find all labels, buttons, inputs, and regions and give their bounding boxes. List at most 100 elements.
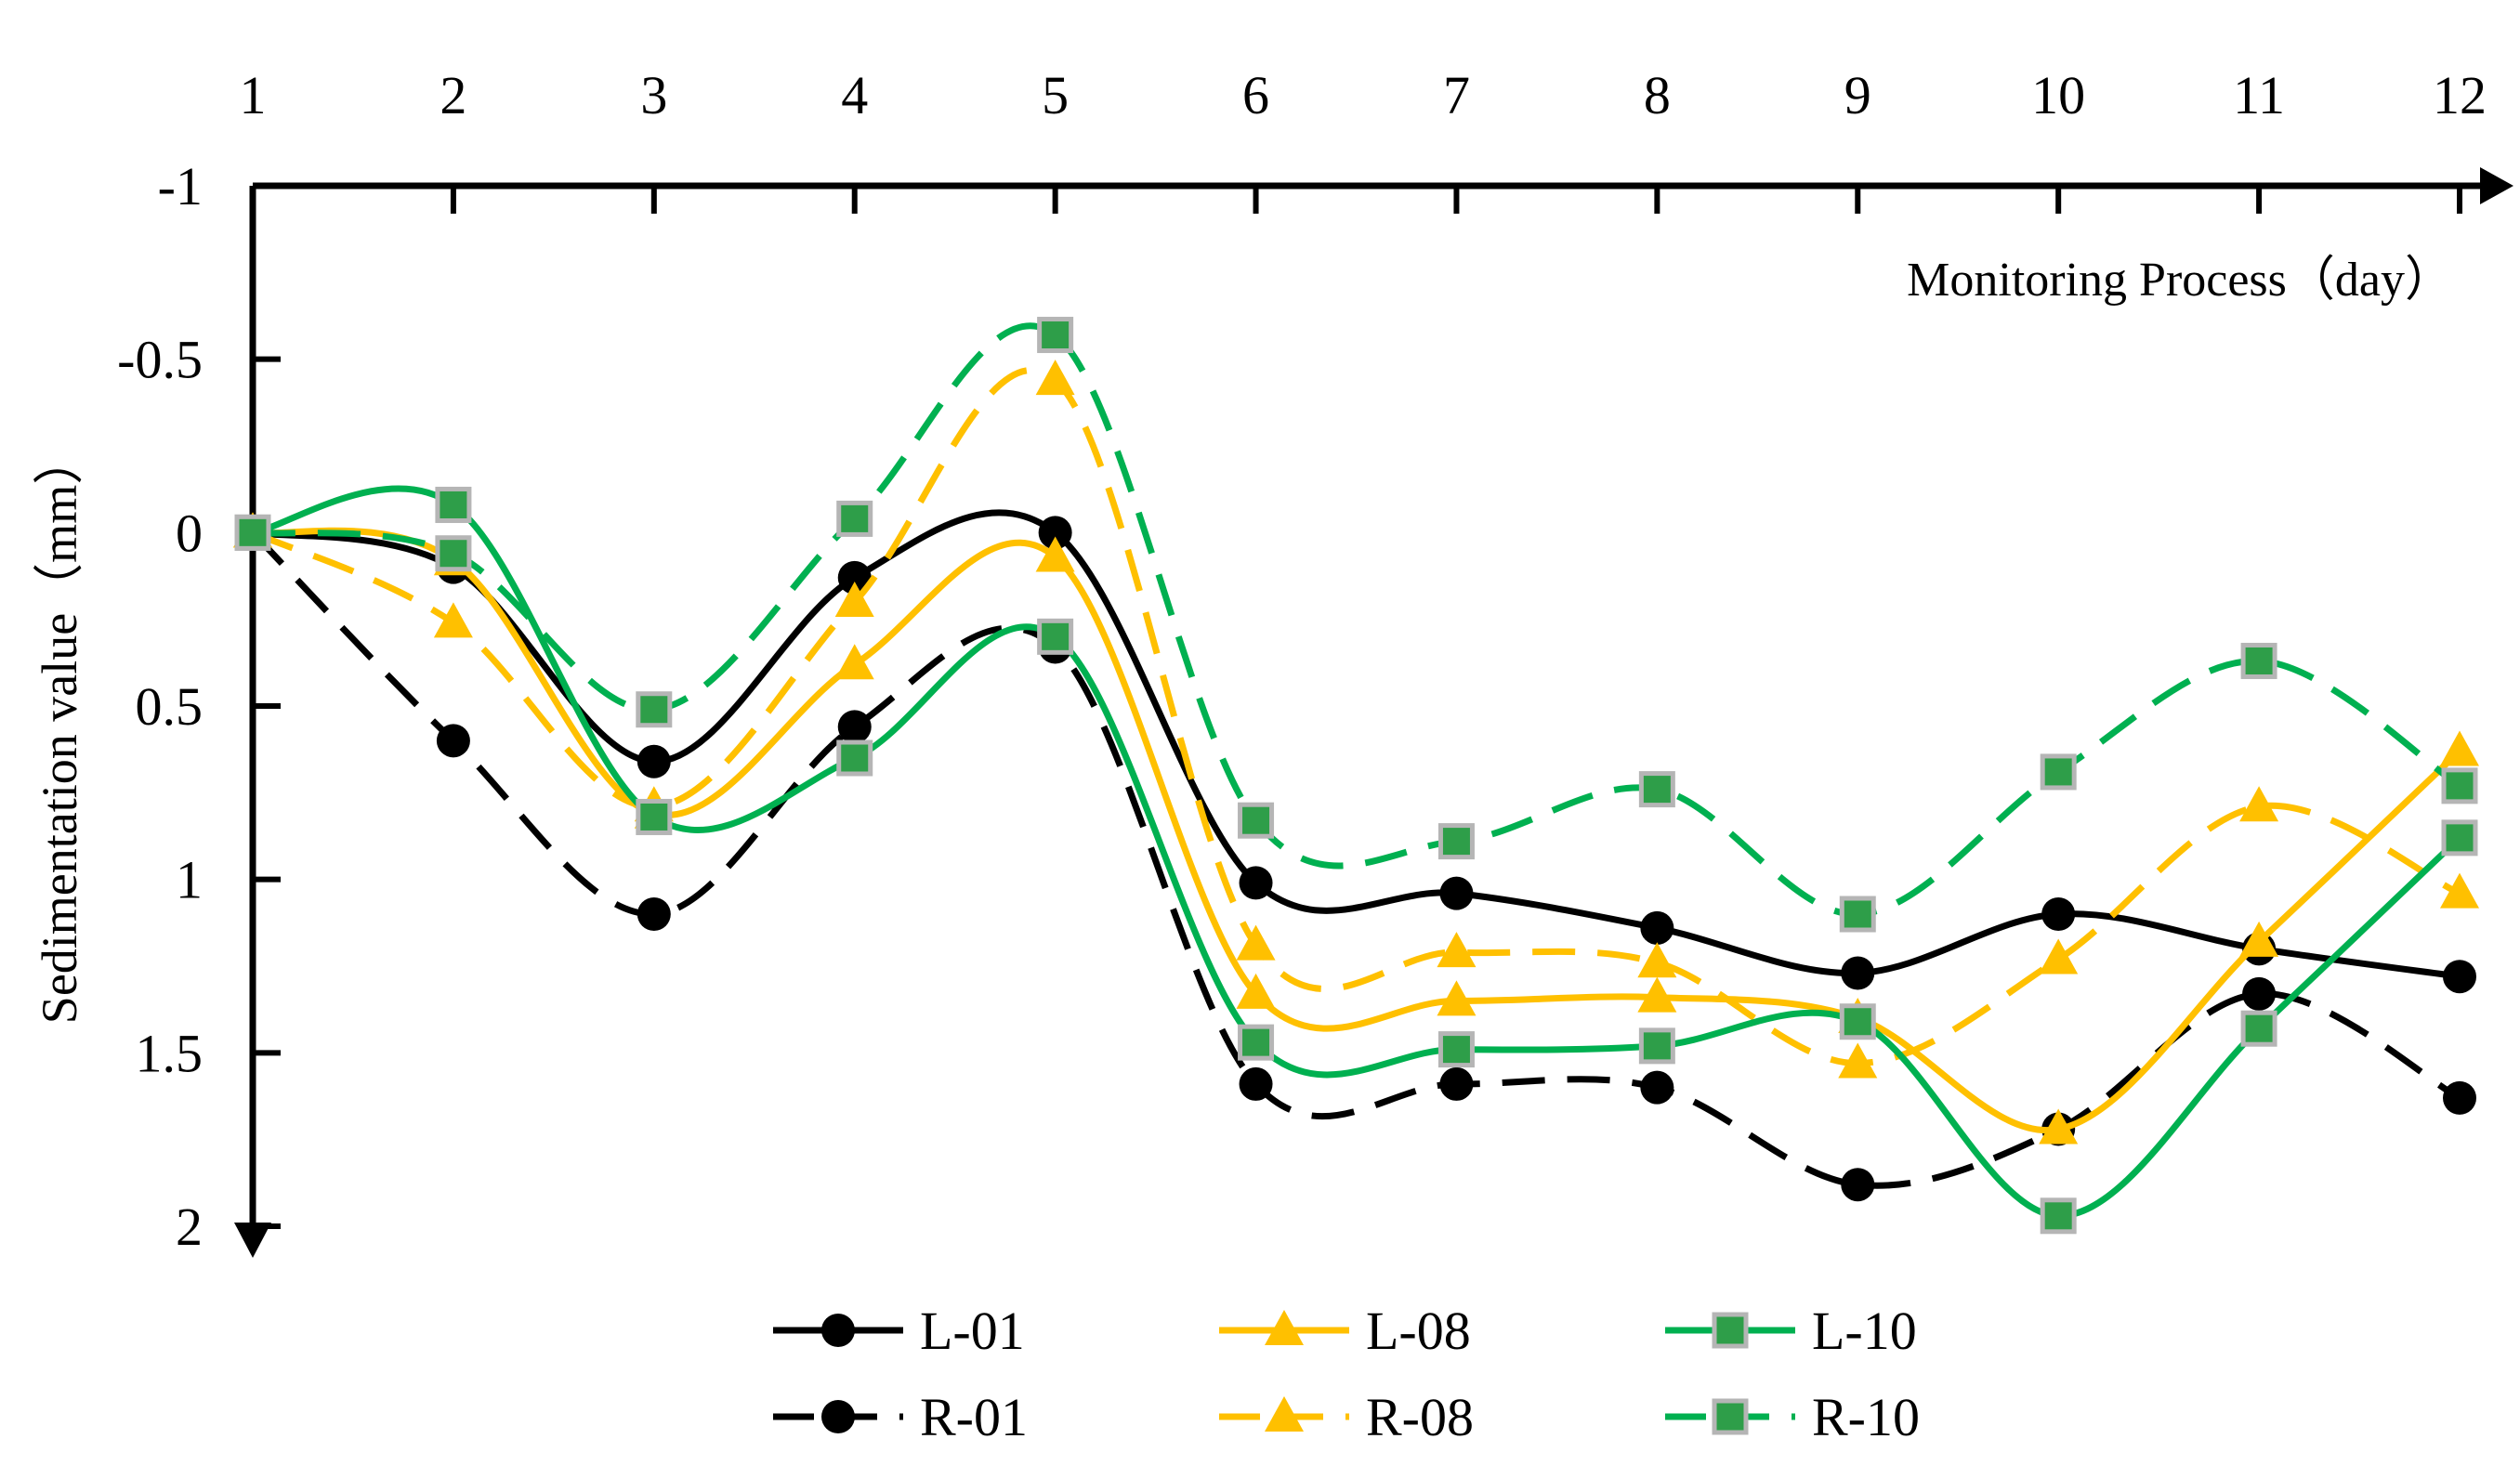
legend-label-l-10: L-10 (1812, 1301, 1917, 1361)
x-tick-label: 3 (640, 65, 667, 125)
series-l-10 (234, 485, 2478, 1235)
series-line-l-10 (252, 485, 2462, 1220)
data-point-r-01 (436, 724, 470, 758)
data-point-r-01 (1239, 1066, 1273, 1101)
data-point-l-10 (1437, 1031, 1475, 1068)
x-tick-label: 8 (1644, 65, 1671, 125)
data-point-l-08 (1437, 980, 1477, 1016)
x-tick-label: 2 (440, 65, 466, 125)
data-point-r-01 (1640, 1070, 1674, 1105)
data-point-l-10 (636, 798, 673, 835)
data-point-l-10 (1839, 1003, 1876, 1040)
y-axis-label: Sedimentation value（mm） (32, 435, 87, 1024)
y-tick-label: 0.5 (136, 676, 203, 737)
data-point-r-08 (1437, 932, 1477, 968)
series-r-01 (236, 516, 2476, 1202)
data-point-r-08 (2039, 938, 2079, 974)
x-axis-label: Monitoring Process（day） (1907, 254, 2453, 307)
data-point-l-10 (2040, 1197, 2077, 1235)
x-tick-label: 4 (841, 65, 868, 125)
data-point-l-01 (1439, 876, 1474, 910)
series-line-l-08 (252, 527, 2462, 1134)
series-layer (233, 317, 2479, 1235)
data-point-r-08 (2239, 786, 2279, 822)
data-point-l-10 (1037, 618, 1074, 655)
data-point-r-10 (1839, 896, 1876, 933)
x-tick-label: 11 (2233, 65, 2285, 125)
legend-marker-r-01 (821, 1400, 855, 1433)
data-point-l-01 (2443, 960, 2476, 994)
y-tick-label: 1.5 (136, 1023, 203, 1083)
data-point-r-10 (2040, 753, 2077, 791)
legend-item-l-10: L-10 (1665, 1301, 1917, 1361)
legend-item-l-08: L-08 (1219, 1301, 1471, 1361)
data-point-l-10 (2240, 1010, 2277, 1047)
data-point-l-08 (1035, 536, 1075, 572)
data-point-l-01 (837, 560, 872, 595)
data-point-r-01 (1841, 1168, 1875, 1202)
series-l-08 (233, 512, 2479, 1145)
legend-marker-l-10 (1712, 1312, 1749, 1349)
y-tick-label: 1 (176, 850, 203, 910)
data-point-r-08 (2440, 872, 2479, 909)
data-point-l-10 (1238, 1024, 1275, 1061)
series-r-10 (234, 317, 2478, 933)
data-point-l-10 (2441, 819, 2478, 857)
data-point-r-10 (435, 535, 472, 572)
legend-marker-l-01 (821, 1314, 855, 1347)
data-point-r-10 (836, 500, 873, 537)
series-line-r-10 (252, 322, 2461, 918)
data-point-r-08 (834, 582, 874, 617)
data-point-l-10 (836, 739, 873, 777)
x-tick-label: 7 (1443, 65, 1470, 125)
legend-item-r-10: R-10 (1665, 1387, 1920, 1447)
data-point-r-01 (837, 710, 872, 744)
data-point-r-01 (1439, 1066, 1474, 1101)
data-point-l-08 (834, 644, 874, 680)
data-point-l-10 (1638, 1027, 1675, 1065)
data-point-r-10 (2240, 642, 2277, 679)
data-point-l-01 (1239, 866, 1273, 900)
data-point-l-08 (2440, 730, 2479, 766)
data-point-l-08 (2039, 1108, 2079, 1145)
data-point-r-08 (1236, 924, 1276, 961)
y-tick-label: -1 (158, 156, 203, 216)
data-point-l-01 (637, 744, 671, 778)
data-point-r-10 (1037, 317, 1074, 354)
x-tick-label: 9 (1844, 65, 1871, 125)
data-point-r-10 (2441, 767, 2478, 804)
data-point-l-01 (1640, 910, 1674, 945)
data-point-r-08 (1035, 360, 1075, 396)
x-axis: 1 2 3 4 5 6 7 8 9 10 11 12 (240, 65, 2513, 214)
data-point-r-01 (2242, 976, 2277, 1011)
y-tick-label: 0 (176, 503, 203, 563)
legend-label-l-08: L-08 (1366, 1301, 1471, 1361)
data-point-l-08 (2239, 921, 2279, 957)
data-point-r-01 (637, 897, 671, 931)
data-point-r-10 (1238, 802, 1275, 839)
x-axis-arrow-icon (2480, 167, 2513, 204)
x-tick-label: 10 (2031, 65, 2085, 125)
legend-item-r-01: R-01 (773, 1387, 1028, 1447)
y-axis-arrow-icon (234, 1223, 271, 1258)
data-point-r-08 (1637, 942, 1677, 978)
legend-label-r-10: R-10 (1812, 1387, 1920, 1447)
data-point-l-01 (1038, 516, 1072, 550)
x-tick-label: 1 (240, 65, 267, 125)
data-point-l-08 (1236, 973, 1276, 1009)
x-tick-label: 12 (2433, 65, 2487, 125)
legend-marker-r-08 (1265, 1396, 1304, 1432)
legend-marker-r-10 (1712, 1398, 1749, 1435)
data-point-r-10 (636, 691, 673, 728)
data-point-l-08 (1637, 976, 1677, 1013)
legend-item-l-01: L-01 (773, 1301, 1025, 1361)
legend-marker-l-08 (1265, 1310, 1304, 1345)
data-point-r-08 (433, 602, 473, 638)
legend-label-r-01: R-01 (920, 1387, 1028, 1447)
data-point-l-01 (2041, 897, 2076, 931)
x-tick-label: 6 (1242, 65, 1269, 125)
y-tick-label: -0.5 (117, 330, 203, 390)
x-tick-label: 5 (1042, 65, 1069, 125)
legend-label-l-01: L-01 (920, 1301, 1025, 1361)
